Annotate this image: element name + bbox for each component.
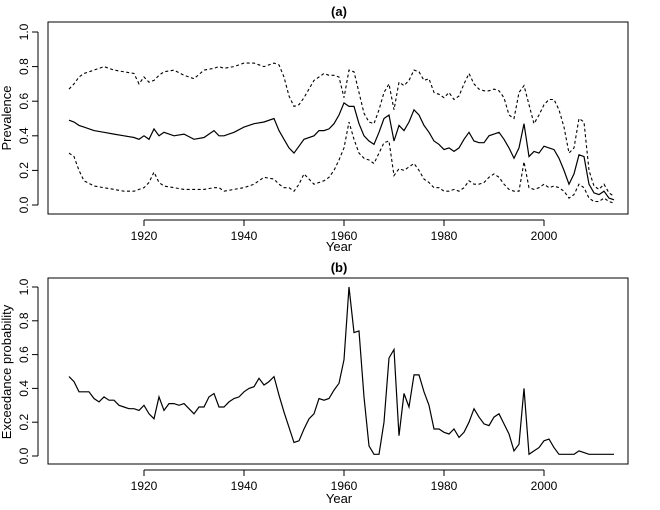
y-tick-label: 0.0: [17, 196, 31, 213]
panel-a: (a) 1920 1940 1960 1980 2000 0.0 0.2 0.4 0.6 0.8…: [0, 4, 629, 254]
y-tick-label: 0.8: [17, 58, 31, 75]
x-tick-label: 2000: [531, 479, 558, 493]
panel-b-x-axis-title: Year: [326, 491, 353, 506]
panel-b: (b) 1920 1940 1960 1980 2000 0.0 0.2 0.4 0.6 0.8…: [0, 260, 629, 506]
panel-a-title: (a): [331, 4, 347, 19]
panel-a-y-axis: 0.0 0.2 0.4 0.6 0.8 1.0: [17, 23, 39, 213]
series-line-3: [68, 121, 615, 204]
panel-a-y-axis-title: Prevalence: [0, 85, 14, 150]
panel-b-plot-frame: [47, 277, 629, 465]
panel-b-y-axis: 0.0 0.2 0.4 0.6 0.8 1.0: [17, 278, 39, 464]
x-tick-label: 1960: [331, 479, 358, 493]
y-tick-label: 1.0: [17, 278, 31, 295]
series-line-1: [68, 286, 614, 456]
x-tick-label: 1980: [431, 479, 458, 493]
panel-b-x-axis: 1920 1940 1960 1980 2000: [131, 469, 558, 493]
y-tick-label: 0.4: [17, 380, 31, 397]
x-tick-label: 1960: [331, 229, 358, 243]
y-tick-label: 0.0: [17, 447, 31, 464]
x-tick-label: 2000: [531, 229, 558, 243]
y-tick-label: 0.8: [17, 312, 31, 329]
x-tick-label: 1940: [231, 229, 258, 243]
panel-a-x-axis-title: Year: [326, 239, 353, 254]
y-tick-label: 1.0: [17, 23, 31, 40]
y-tick-label: 0.4: [17, 127, 31, 144]
panel-a-x-axis: 1920 1940 1960 1980 2000: [131, 219, 558, 243]
panel-a-plot-frame: [47, 21, 629, 215]
x-tick-label: 1920: [131, 479, 158, 493]
series-line-2: [68, 62, 615, 197]
x-tick-label: 1940: [231, 479, 258, 493]
x-tick-label: 1920: [131, 229, 158, 243]
panel-a-series-group: [68, 62, 615, 204]
panel-b-title: (b): [331, 260, 348, 275]
panel-b-y-axis-title: Exceedance probability: [0, 304, 14, 439]
y-tick-label: 0.2: [17, 414, 31, 431]
y-tick-label: 0.6: [17, 93, 31, 110]
x-tick-label: 1980: [431, 229, 458, 243]
y-tick-label: 0.6: [17, 346, 31, 363]
y-tick-label: 0.2: [17, 162, 31, 179]
series-line-1: [68, 101, 615, 201]
panel-b-series-group: [68, 286, 614, 456]
